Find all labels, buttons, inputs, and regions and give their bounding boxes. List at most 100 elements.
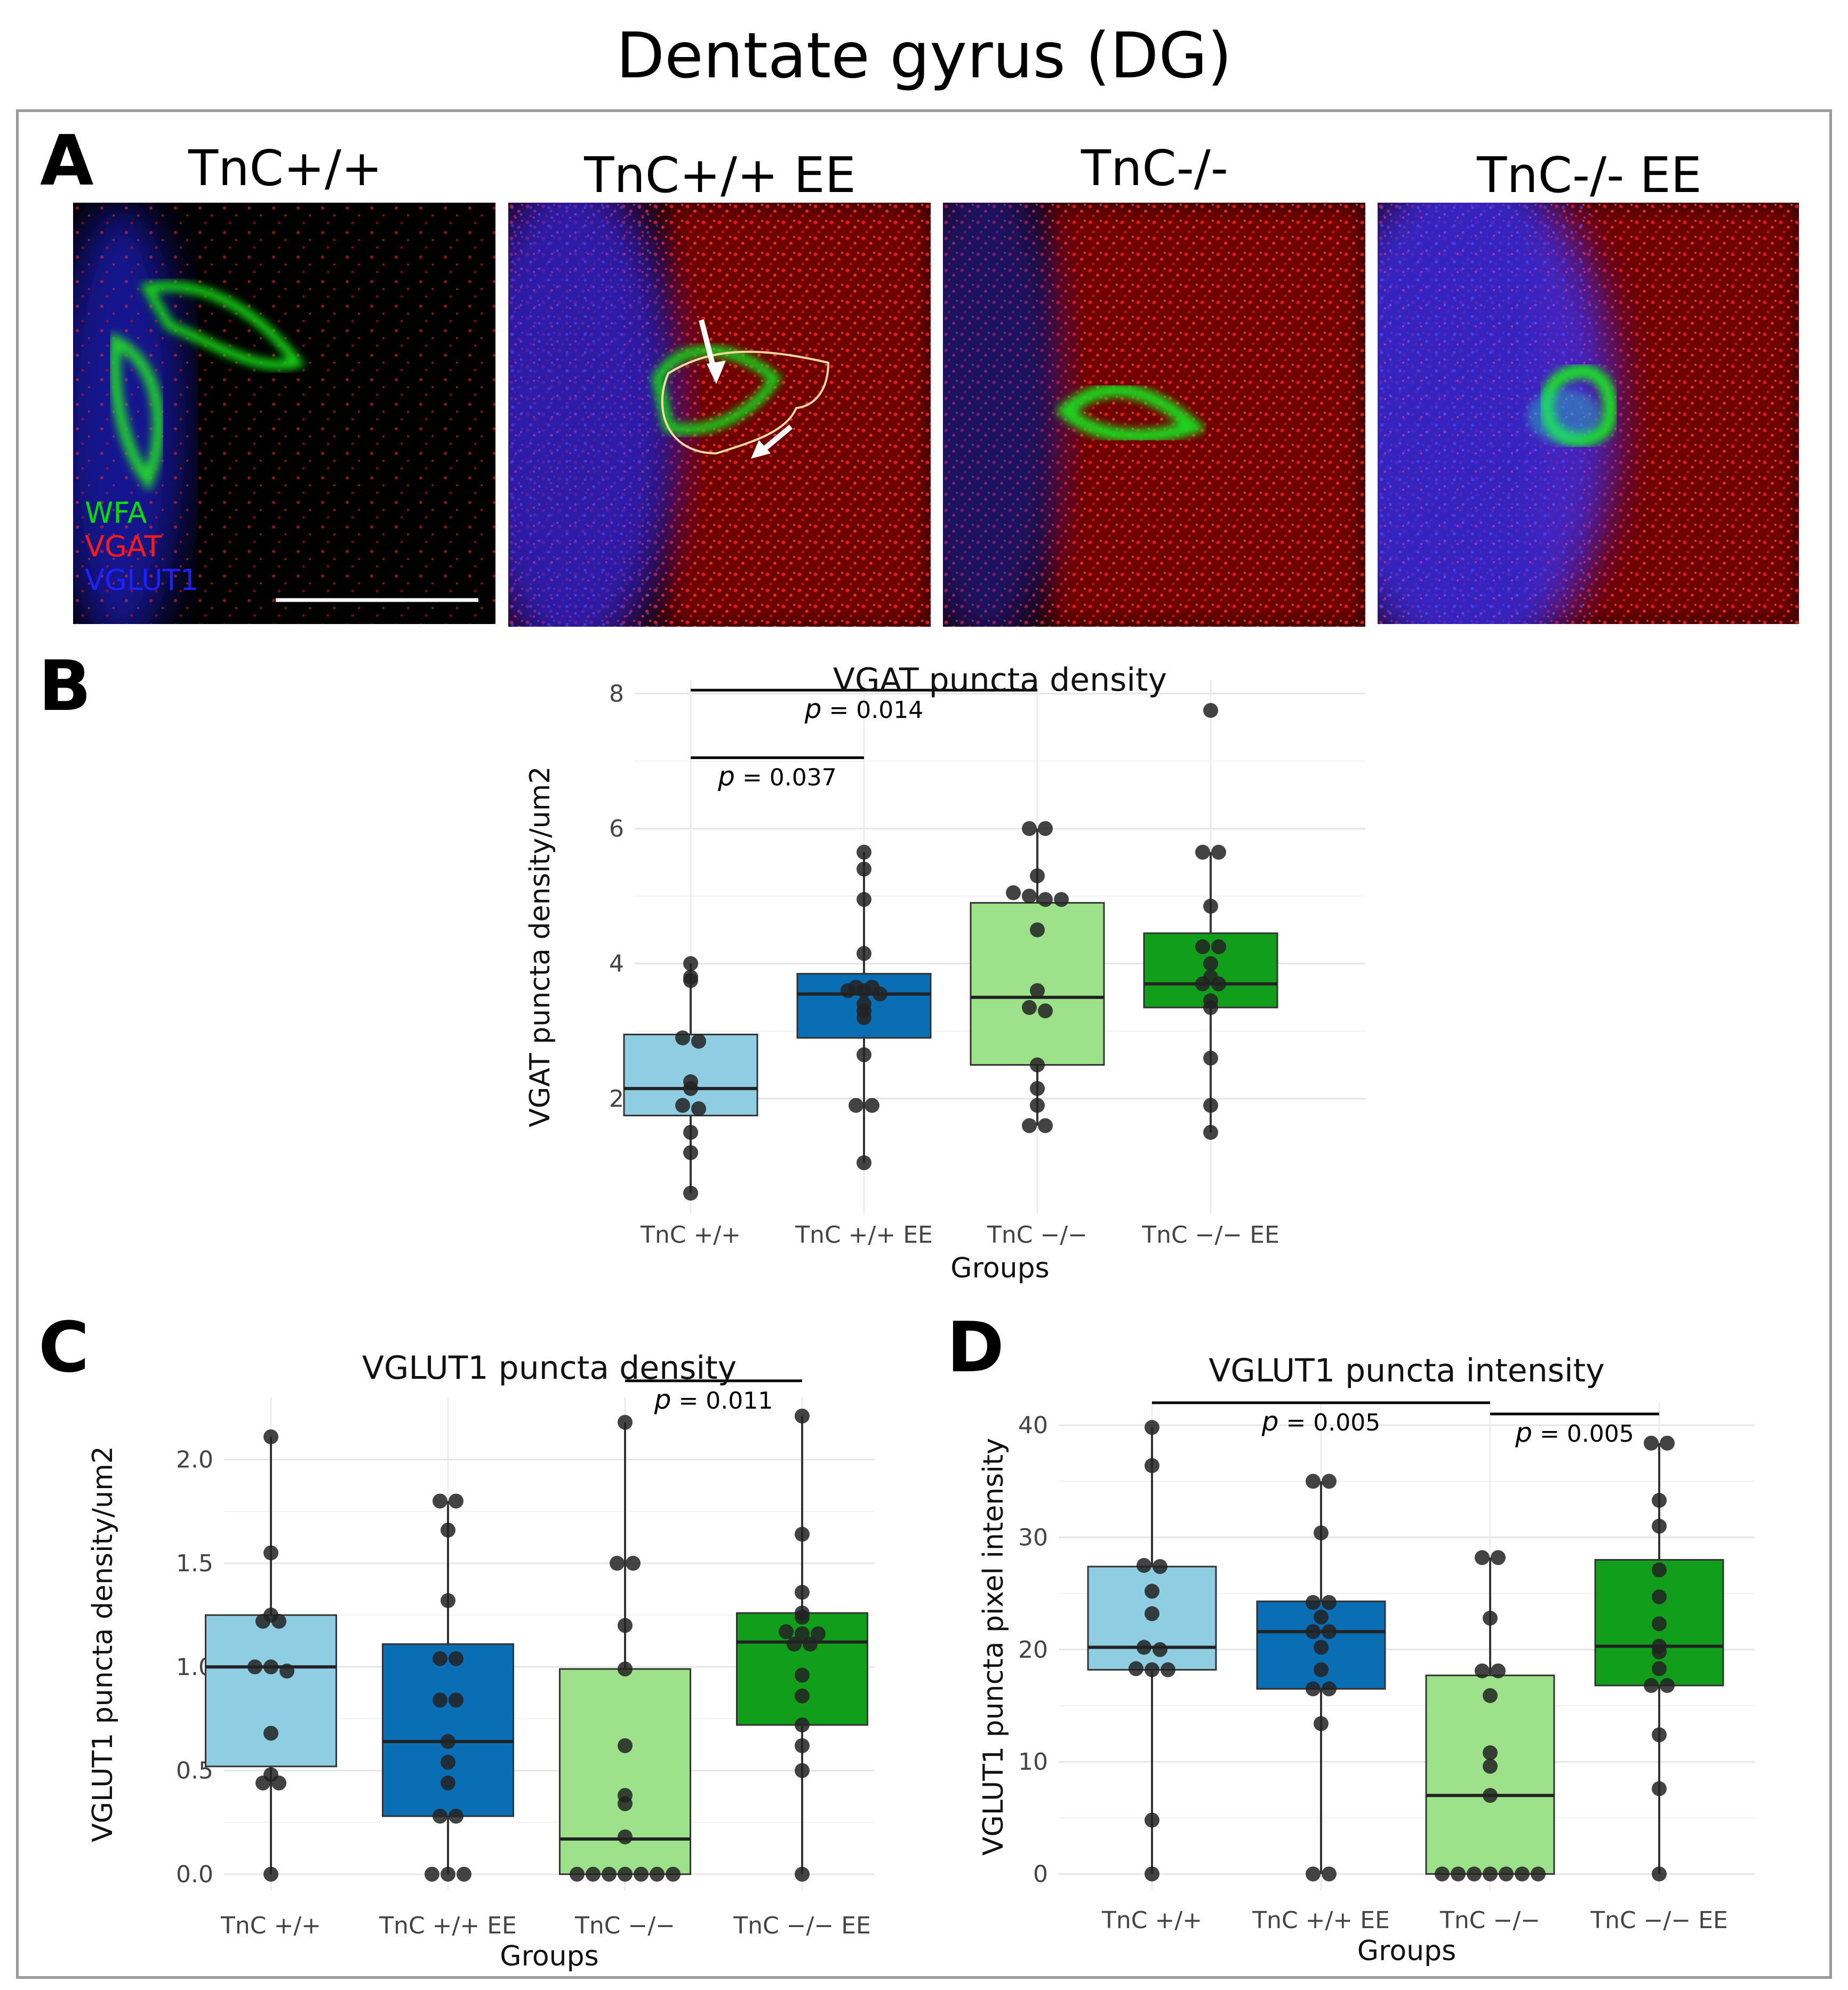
- data-point: [1203, 1050, 1218, 1066]
- p-value-label: p = 0.005: [1515, 1417, 1634, 1448]
- x-tick-label: TnC −/−: [987, 1221, 1087, 1249]
- data-point: [795, 1527, 810, 1542]
- data-point: [1203, 899, 1218, 914]
- data-point: [1314, 1525, 1329, 1540]
- data-point: [1322, 1595, 1337, 1610]
- data-point: [1322, 1624, 1337, 1640]
- data-point: [1483, 1610, 1498, 1626]
- data-point: [1203, 956, 1218, 971]
- data-point: [1145, 1458, 1159, 1473]
- x-tick-label: TnC +/+: [1101, 1907, 1202, 1934]
- data-point: [803, 1636, 818, 1652]
- data-point: [1022, 1000, 1037, 1015]
- data-point: [1652, 1589, 1667, 1604]
- data-point: [1022, 821, 1037, 836]
- micrograph-tnc-wt: WFA VGAT VGLUT1: [73, 203, 495, 624]
- data-point: [1306, 1624, 1321, 1640]
- data-point: [1322, 1681, 1337, 1697]
- data-point: [618, 1829, 633, 1844]
- data-point: [618, 1866, 633, 1882]
- data-point: [1203, 702, 1218, 718]
- data-point: [1306, 1866, 1321, 1882]
- y-axis-label: VGLUT1 puncta density/um2: [87, 1446, 119, 1842]
- data-point: [255, 1775, 270, 1791]
- data-point: [425, 1866, 439, 1882]
- data-point: [441, 1593, 455, 1608]
- data-point: [1030, 1098, 1045, 1113]
- p-value-label: p = 0.005: [1261, 1406, 1381, 1437]
- data-point: [865, 1098, 879, 1113]
- data-point: [1652, 1519, 1667, 1534]
- y-axis-label: VGAT puncta density/um2: [524, 766, 556, 1128]
- data-point: [1435, 1866, 1450, 1882]
- data-point: [1306, 1681, 1321, 1697]
- data-point: [271, 1775, 286, 1791]
- data-point: [618, 1796, 633, 1811]
- data-point: [1499, 1866, 1514, 1882]
- data-point: [1652, 1781, 1667, 1796]
- data-point: [1038, 1118, 1053, 1133]
- data-point: [449, 1809, 463, 1824]
- data-point: [263, 1659, 278, 1675]
- data-point: [586, 1866, 601, 1882]
- data-point: [449, 1493, 463, 1509]
- y-tick-label: 0.0: [176, 1861, 213, 1888]
- y-tick-label: 2: [609, 1085, 624, 1113]
- data-point: [1660, 1678, 1675, 1693]
- data-point: [1652, 1866, 1667, 1882]
- data-point: [1030, 983, 1045, 998]
- data-point: [441, 1755, 455, 1770]
- data-point: [787, 1636, 802, 1652]
- data-point: [1652, 1493, 1667, 1508]
- data-point: [857, 1010, 871, 1025]
- image-title-tnc-wt-ee: TnC+/+ EE: [584, 147, 856, 204]
- data-point: [841, 983, 855, 998]
- data-point: [1161, 1662, 1175, 1677]
- data-point: [1145, 1662, 1159, 1677]
- data-point: [1491, 1550, 1506, 1565]
- data-point: [1467, 1866, 1482, 1882]
- data-point: [1491, 1663, 1506, 1679]
- y-tick-label: 20: [1018, 1636, 1048, 1664]
- data-point: [1475, 1550, 1490, 1565]
- data-point: [1644, 1678, 1659, 1693]
- data-point: [683, 1145, 698, 1161]
- data-point: [683, 956, 698, 971]
- data-point: [618, 1738, 633, 1753]
- data-point: [279, 1664, 294, 1679]
- data-point: [1475, 1663, 1490, 1679]
- data-point: [1137, 1640, 1151, 1655]
- data-point: [1153, 1559, 1167, 1575]
- legend-vgat: VGAT: [85, 530, 163, 563]
- data-point: [1314, 1609, 1329, 1625]
- data-point: [1652, 1616, 1667, 1632]
- data-point: [1322, 1866, 1337, 1882]
- data-point: [795, 1688, 810, 1704]
- data-point: [1054, 892, 1069, 907]
- y-tick-label: 1.5: [176, 1550, 213, 1577]
- data-point: [602, 1866, 617, 1882]
- data-point: [1022, 889, 1037, 904]
- data-point: [857, 861, 871, 877]
- p-value-label: p = 0.037: [717, 761, 837, 792]
- data-point: [857, 892, 871, 907]
- data-point: [1652, 1727, 1667, 1743]
- data-point: [1483, 1866, 1498, 1882]
- micrograph-tnc-wt-ee: [508, 203, 931, 627]
- legend-vglut1: VGLUT1: [85, 563, 198, 597]
- data-point: [779, 1624, 794, 1640]
- data-point: [1483, 1788, 1498, 1803]
- data-point: [857, 1155, 871, 1171]
- data-point: [618, 1618, 633, 1633]
- data-point: [433, 1651, 447, 1666]
- data-point: [683, 1186, 698, 1201]
- data-point: [1322, 1474, 1337, 1489]
- data-point: [1022, 1118, 1037, 1133]
- data-point: [1203, 1098, 1218, 1113]
- x-tick-label: TnC +/+: [220, 1912, 321, 1939]
- data-point: [1038, 1003, 1053, 1019]
- data-point: [570, 1866, 585, 1882]
- image-title-tnc-ko: TnC-/-: [1081, 140, 1229, 197]
- data-point: [675, 1098, 690, 1113]
